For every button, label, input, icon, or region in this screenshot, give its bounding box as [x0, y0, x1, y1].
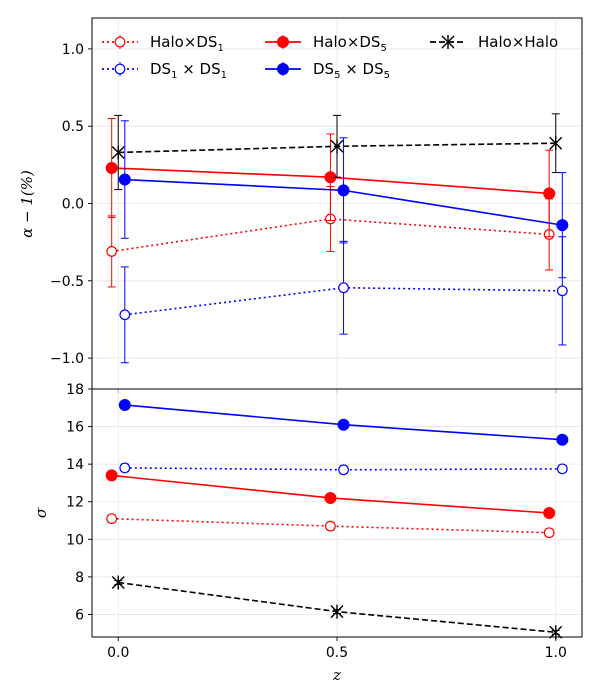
x-tick-label: 1.0 [545, 645, 567, 661]
data-point-ds1_ds1 [119, 309, 131, 321]
legend: Halo×DS1 DS1 × DS1 Halo×DS5 DS5 × DS5 [102, 33, 558, 81]
legend-label-ds1-ds1-sub-a: 1 [171, 70, 177, 81]
y-tick-label: 6 [75, 607, 84, 623]
data-point-halo_ds5 [105, 161, 118, 174]
data-point-halo_halo [111, 145, 125, 160]
bottom-series [105, 398, 569, 640]
y-tick-label: 14 [66, 457, 84, 473]
data-point-ds1_ds1 [338, 464, 349, 476]
series-halo_ds5 [105, 469, 556, 519]
legend-label-halo-ds1-main: Halo×DS [150, 33, 217, 51]
series-halo_ds5 [105, 117, 556, 238]
y-tick-label: −1.0 [50, 351, 84, 367]
data-point-halo_ds5 [105, 469, 118, 482]
bottom-ticks: 6 8 10 12 14 16 18 0.0 0.5 1.0 [66, 382, 567, 661]
y-tick-label: 12 [66, 495, 84, 511]
legend-label-ds5-ds5-b: × DS [340, 60, 383, 78]
legend-marker-ds5-ds5 [277, 63, 289, 75]
legend-label-ds1-ds1-b: × DS [177, 60, 220, 78]
legend-marker-ds1-ds1 [114, 63, 126, 75]
legend-label-ds5-ds5: DS5 × DS5 [313, 60, 390, 81]
data-point-ds5_ds5 [118, 398, 131, 411]
legend-label-halo-halo: Halo×Halo [478, 33, 558, 51]
legend-label-ds1-ds1-a: DS [150, 60, 171, 78]
legend-label-halo-ds5: Halo×DS5 [313, 33, 387, 54]
bottom-panel: 6 8 10 12 14 16 18 0.0 0.5 1.0 σ z [32, 382, 583, 684]
data-point-halo_halo [549, 136, 563, 151]
legend-label-halo-ds1: Halo×DS1 [150, 33, 224, 54]
legend-label-ds5-ds5-sub-b: 5 [384, 70, 390, 81]
data-point-ds1_ds1 [556, 463, 568, 475]
x-axis-label: z [332, 666, 341, 684]
legend-label-halo-ds5-main: Halo×DS [313, 33, 380, 51]
series-halo_halo [111, 575, 563, 640]
data-point-halo_ds5 [543, 507, 556, 519]
series-halo_halo [111, 113, 563, 191]
data-point-ds1_ds1 [338, 282, 349, 294]
legend-label-ds5-ds5-sub-a: 5 [334, 70, 340, 81]
data-point-ds5_ds5 [337, 418, 350, 431]
legend-entry-halo-ds5: Halo×DS5 [265, 33, 387, 54]
y-tick-label: 1.0 [62, 42, 84, 58]
data-point-halo_halo [330, 604, 344, 619]
bottom-y-axis-label: σ [32, 507, 50, 518]
data-point-halo_ds1 [543, 527, 555, 539]
x-tick-label: 0.0 [107, 645, 129, 661]
legend-marker-halo-ds5 [277, 36, 289, 48]
legend-marker-halo-halo [441, 35, 455, 49]
data-point-halo_ds1 [106, 513, 118, 525]
series-ds1_ds1 [119, 462, 568, 476]
data-point-ds5_ds5 [556, 433, 569, 446]
data-point-ds5_ds5 [337, 184, 350, 197]
legend-entry-halo-ds1: Halo×DS1 [102, 33, 224, 54]
legend-label-ds1-ds1: DS1 × DS1 [150, 60, 227, 81]
y-tick-label: 10 [66, 532, 84, 548]
legend-label-halo-ds5-sub: 5 [380, 43, 386, 54]
data-point-ds1_ds1 [119, 462, 131, 474]
y-tick-label: −0.5 [50, 274, 84, 290]
data-point-halo_halo [111, 575, 125, 590]
y-tick-label: 0.0 [62, 197, 84, 213]
legend-label-halo-ds1-sub: 1 [217, 43, 223, 54]
data-point-halo_ds1 [325, 520, 336, 532]
data-point-ds1_ds1 [556, 285, 568, 297]
data-point-halo_ds1 [106, 246, 118, 257]
data-point-ds5_ds5 [556, 219, 569, 232]
legend-entry-ds1-ds1: DS1 × DS1 [102, 60, 227, 81]
top-y-axis-label: α − 1(%) [18, 170, 36, 238]
series-ds5_ds5 [118, 120, 569, 279]
data-point-halo_halo [330, 139, 344, 154]
top-grid [92, 18, 582, 389]
data-point-halo_ds5 [543, 187, 556, 200]
legend-label-ds1-ds1-sub-b: 1 [221, 70, 227, 81]
x-tick-label: 0.5 [326, 645, 348, 661]
legend-label-ds5-ds5-a: DS [313, 60, 334, 78]
series-halo_ds1 [106, 513, 555, 539]
series-ds5_ds5 [118, 398, 569, 446]
data-point-halo_ds5 [324, 491, 337, 504]
y-tick-label: 0.5 [62, 119, 84, 135]
legend-entry-halo-halo: Halo×Halo [430, 33, 558, 51]
legend-entry-ds5-ds5: DS5 × DS5 [265, 60, 390, 81]
y-tick-label: 16 [66, 420, 84, 436]
top-series [105, 113, 569, 364]
y-tick-label: 8 [75, 570, 84, 586]
data-point-ds5_ds5 [118, 173, 131, 186]
legend-marker-halo-ds1 [114, 36, 126, 48]
y-tick-label: 18 [66, 382, 84, 398]
